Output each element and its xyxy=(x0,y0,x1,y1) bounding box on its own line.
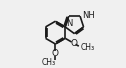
Text: N: N xyxy=(66,19,72,28)
Text: O: O xyxy=(70,39,77,48)
Text: NH: NH xyxy=(82,11,95,20)
Text: CH₃: CH₃ xyxy=(41,58,55,67)
Text: CH₃: CH₃ xyxy=(81,43,95,52)
Text: O: O xyxy=(52,49,59,58)
